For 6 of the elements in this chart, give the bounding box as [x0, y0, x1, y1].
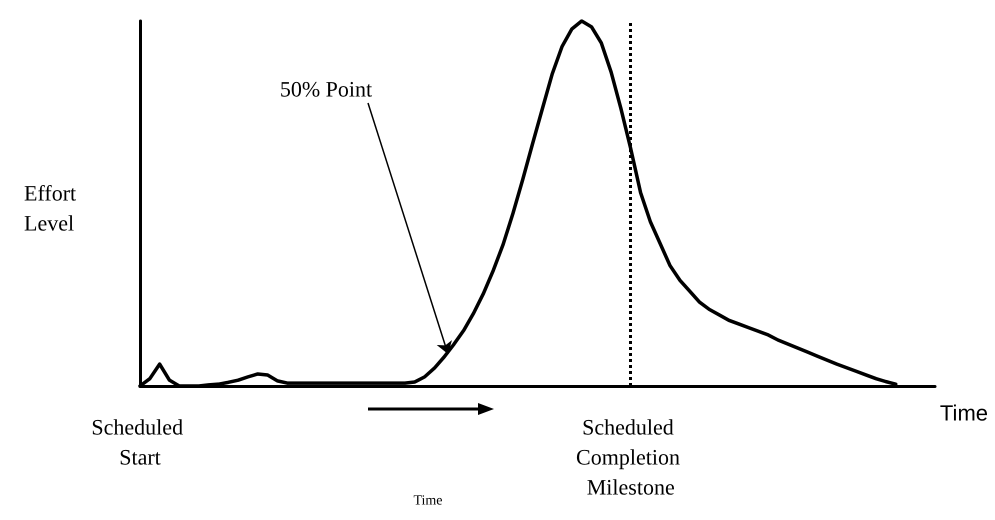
x-tick-label: Scheduled Start	[91, 414, 189, 470]
text: Time	[413, 494, 443, 508]
x-axis-title: Time	[940, 400, 988, 426]
y-axis-title: Effort Level	[24, 180, 76, 236]
annotation: 50% Point	[280, 76, 372, 102]
x-tick-label: Scheduled Completion Milestone	[576, 414, 686, 500]
